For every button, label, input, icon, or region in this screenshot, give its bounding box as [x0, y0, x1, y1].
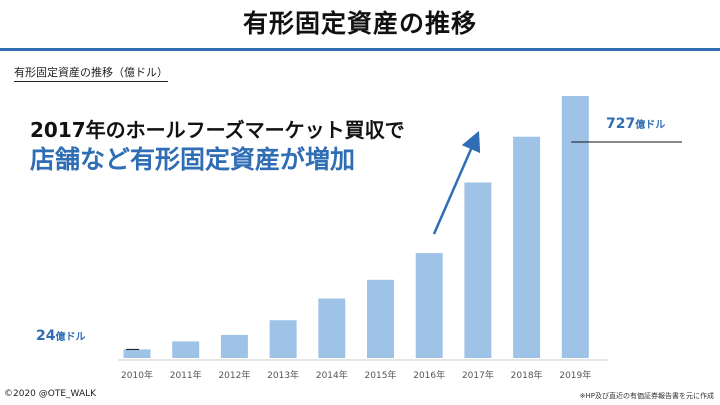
bar-2012年	[220, 334, 248, 358]
x-tick-label: 2019年	[559, 369, 591, 381]
callout-first-unit: 億ドル	[55, 332, 86, 343]
callout-last-unit: 億ドル	[635, 120, 666, 131]
x-tick-label: 2013年	[267, 369, 299, 381]
x-tick-label: 2016年	[413, 369, 445, 381]
bar-2017年	[464, 182, 492, 358]
x-tick-label: 2010年	[121, 369, 153, 381]
title-divider	[0, 48, 720, 51]
callout-first-value: 24億ドル	[36, 328, 85, 344]
bar-2019年	[561, 96, 589, 358]
bar-2015年	[367, 279, 394, 358]
x-tick-label: 2015年	[365, 369, 397, 381]
bar-2013年	[269, 320, 297, 358]
x-tick-label: 2017年	[462, 369, 494, 381]
callout-last-value: 727億ドル	[606, 116, 665, 132]
slide-title: 有形固定資産の推移	[242, 9, 477, 38]
bar-2011年	[172, 341, 200, 358]
growth-arrow-icon	[432, 130, 481, 235]
x-tick-label: 2018年	[511, 369, 543, 381]
source-note: ※HP及び直近の有価証券報告書を元に作成	[579, 392, 714, 400]
bar-2016年	[415, 253, 443, 358]
headline-line-2: 店舗など有形固定資産が増加	[30, 145, 356, 174]
chart-x-ticks: 2010年 2011年 2012年 2013年 2014年 2015年 2016年 2017年…	[121, 369, 591, 381]
headline-line-1: 2017年のホールフーズマーケット買収で	[30, 118, 405, 142]
x-tick-label: 2011年	[170, 369, 202, 381]
chart-subtitle: 有形固定資産の推移（億ドル）	[14, 64, 168, 82]
bar-2010年	[123, 349, 151, 358]
bar-2018年	[513, 136, 541, 358]
copyright-text: ©2020 @OTE_WALK	[4, 389, 97, 399]
chart-bars	[123, 96, 589, 358]
callout-last-number: 727	[606, 116, 636, 132]
callout-first-number: 24	[36, 328, 56, 344]
x-tick-label: 2014年	[316, 369, 348, 381]
bar-2014年	[318, 298, 346, 358]
x-tick-label: 2012年	[218, 369, 250, 381]
